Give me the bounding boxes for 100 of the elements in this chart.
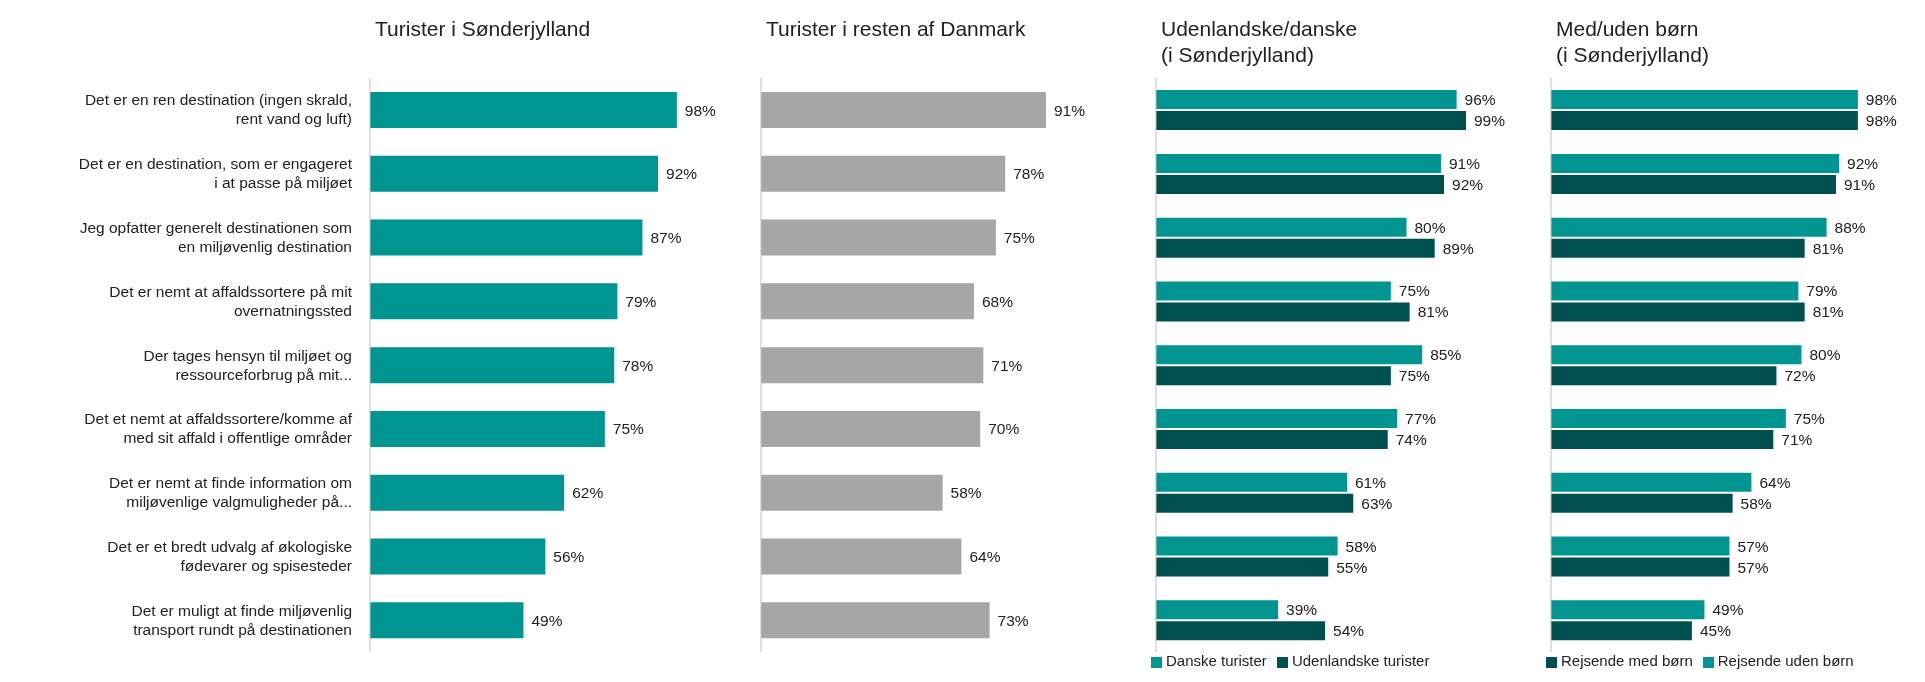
data-label: 75%	[1398, 282, 1431, 300]
y-tick-label: Det er en ren destination (ingen skrald, rent vand og luft)	[84, 91, 352, 128]
data-label: 79%	[625, 292, 657, 310]
bar	[1551, 238, 1805, 258]
data-label: 75%	[1793, 410, 1826, 428]
bar	[761, 474, 943, 511]
bar	[1156, 111, 1466, 131]
data-label: 58%	[1345, 537, 1377, 555]
bar	[370, 602, 524, 639]
bar	[1551, 111, 1858, 131]
y-tick-label: Det er muligt at finde miljøvenlig transport rundt på destinationen	[131, 601, 352, 638]
bar	[1551, 536, 1730, 556]
bar	[761, 155, 1006, 192]
data-label: 64%	[1759, 473, 1791, 491]
chart-title: Udenlandske/danske (i Sønderjylland)	[1161, 16, 1359, 68]
bar	[761, 219, 996, 256]
bar	[761, 602, 990, 639]
y-tick-label: Det er nemt at finde information om miljøvenlige valgmuligheder på...	[109, 474, 352, 511]
data-label: 81%	[1812, 303, 1844, 321]
data-label: 88%	[1834, 218, 1866, 236]
bar	[1156, 174, 1445, 194]
bar	[1156, 536, 1338, 556]
bar	[370, 219, 643, 256]
data-label: 91%	[1448, 154, 1481, 172]
data-label: 81%	[1812, 239, 1844, 257]
data-label: 56%	[553, 547, 585, 565]
data-label: 75%	[612, 420, 645, 438]
bar	[1551, 409, 1786, 429]
data-label: 81%	[1417, 303, 1449, 321]
bar	[1551, 174, 1836, 194]
y-tick-label: Det et nemt at affaldssortere/komme af med sit affald i offentlige områder	[84, 410, 353, 447]
bar	[370, 155, 659, 192]
bar	[1156, 430, 1388, 450]
bar	[1551, 472, 1752, 492]
bar	[370, 538, 546, 575]
bar	[1156, 90, 1457, 110]
y-tick-label: Det er nemt at affaldssortere på mit overnatningssted	[109, 282, 353, 319]
data-label: 49%	[1712, 601, 1744, 619]
bar	[1156, 345, 1423, 365]
data-label: 87%	[650, 229, 682, 247]
chart-title: Turister i resten af Danmark	[766, 16, 1027, 42]
data-label: 92%	[1452, 175, 1484, 193]
data-label: 58%	[1740, 494, 1772, 512]
bar	[370, 347, 615, 384]
data-label: 98%	[1865, 91, 1898, 109]
data-label: 75%	[1398, 367, 1431, 385]
data-label: 72%	[1784, 367, 1816, 385]
data-label: 98%	[684, 101, 717, 119]
data-label: 71%	[991, 356, 1023, 374]
bar	[1551, 302, 1805, 322]
legend-label: Rejsende uden børn	[1717, 652, 1854, 669]
data-label: 99%	[1474, 112, 1506, 130]
data-label: 62%	[572, 484, 604, 502]
data-label: 98%	[1865, 112, 1898, 130]
bar	[1551, 493, 1733, 513]
data-label: 71%	[1781, 431, 1813, 449]
bar	[1551, 600, 1705, 620]
data-label: 92%	[1847, 154, 1879, 172]
bar	[761, 283, 974, 320]
legend-label: Rejsende med børn	[1561, 652, 1693, 669]
bar	[1156, 600, 1279, 620]
data-label: 96%	[1464, 91, 1496, 109]
chart-title: Med/uden børn (i Sønderjylland)	[1556, 16, 1710, 68]
y-tick-label: Jeg opfatter generelt destinationen som en miljøvenlig destination	[79, 218, 352, 255]
data-label: 49%	[531, 611, 563, 629]
data-label: 92%	[666, 165, 698, 183]
data-label: 68%	[981, 292, 1014, 310]
data-label: 80%	[1414, 218, 1446, 236]
data-label: 80%	[1809, 346, 1841, 364]
legend-label: Danske turister	[1166, 652, 1267, 669]
data-label: 74%	[1395, 431, 1427, 449]
bar	[1156, 621, 1326, 641]
bar	[761, 92, 1046, 129]
data-label: 57%	[1737, 537, 1769, 555]
bar	[1551, 621, 1692, 641]
bar	[1156, 366, 1391, 386]
data-label: 75%	[1003, 229, 1036, 247]
y-tick-label: Det er et bredt udvalg af økologiske fødevarer og spisesteder	[107, 537, 352, 574]
bar	[1156, 302, 1410, 322]
bar	[370, 92, 677, 129]
data-label: 89%	[1442, 239, 1474, 257]
bar	[370, 283, 618, 320]
bar	[1551, 217, 1827, 237]
data-label: 55%	[1336, 558, 1368, 576]
bar	[1156, 217, 1407, 237]
data-label: 91%	[1053, 101, 1086, 119]
data-label: 78%	[1013, 165, 1045, 183]
bar	[1156, 493, 1354, 513]
data-label: 45%	[1699, 622, 1732, 640]
data-label: 63%	[1361, 494, 1393, 512]
data-label: 78%	[622, 356, 654, 374]
bar	[1551, 345, 1802, 365]
data-label: 61%	[1355, 473, 1387, 491]
chart-title: Turister i Sønderjylland	[375, 16, 592, 42]
bar	[1156, 472, 1348, 492]
bar	[1156, 238, 1435, 258]
bar	[1156, 153, 1441, 173]
bar	[1551, 366, 1777, 386]
bar	[1156, 409, 1398, 429]
bar	[370, 410, 605, 447]
